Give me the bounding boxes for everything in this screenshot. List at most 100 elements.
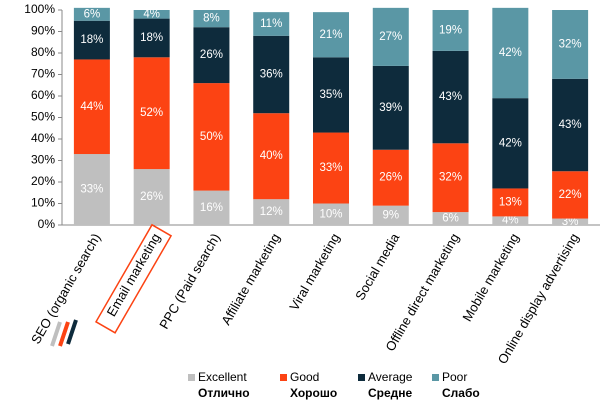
value-label: 32% [439,172,462,184]
value-label: 27% [379,31,402,43]
value-label: 36% [260,69,283,81]
value-label: 9% [382,209,399,221]
value-label: 6% [84,8,101,20]
bar-segment [253,12,290,36]
bar-segment [432,212,469,225]
bar-segment [552,10,589,79]
legend-swatch [280,374,287,381]
bar-segment [432,143,469,213]
value-label: 26% [140,191,163,203]
legend-label: Average [368,370,413,384]
bar-segment [313,12,349,58]
bar-segment [193,27,230,84]
highlight-box [94,223,173,334]
value-label: 42% [499,47,522,59]
value-label: 12% [260,206,283,218]
value-label: 10% [319,208,342,220]
legend-label-ru: Отлично [198,386,250,400]
x-tick-label: Affiliate marketing [218,231,283,328]
y-tick-label: 20% [31,174,55,188]
bar-segment [133,57,170,170]
bar-segment [73,154,110,225]
legend-swatch [188,374,195,381]
value-label: 42% [499,137,522,149]
x-tick-label: PPC (Paid search) [156,231,223,332]
value-label: 26% [379,172,402,184]
value-label: 35% [319,89,342,101]
bar-segment [372,7,409,66]
value-label: 4% [502,215,519,227]
bar-segment [313,57,349,133]
bar-segment [492,216,529,225]
bar-segment [133,18,170,58]
bar-segment [432,10,469,51]
bar-segment [552,218,589,225]
x-tick-label: Email marketing [104,231,164,319]
y-tick-label: 80% [31,45,55,59]
legend-label-ru: Средне [368,386,413,400]
y-tick-label: 70% [31,67,55,81]
value-label: 3% [562,216,579,228]
value-label: 13% [499,196,522,208]
value-label: 52% [140,107,163,119]
bar-segment [193,190,230,225]
value-label: 32% [559,38,582,50]
bar-segment [253,35,290,114]
y-tick-label: 50% [31,110,55,124]
legend-swatch [358,374,365,381]
value-label: 11% [260,18,282,30]
value-label: 50% [200,131,223,143]
y-tick-label: 0% [38,217,56,231]
bar-segment [193,83,230,191]
legend-label-ru: Слабо [442,386,480,400]
value-label: 44% [80,101,103,113]
legend-label: Good [290,370,319,384]
y-tick-label: 40% [31,131,55,145]
value-label: 22% [559,189,582,201]
x-tick-label: Mobile marketing [459,231,521,324]
bar-segment [492,7,529,99]
y-tick-label: 30% [31,153,55,167]
bar-segment [73,59,110,155]
x-tick-label: Social media [352,230,403,303]
alert-icon [50,319,78,347]
value-label: 4% [143,8,160,20]
bar-segment [253,113,290,200]
legend-label: Excellent [198,370,247,384]
bar-segment [313,203,349,225]
y-tick-label: 60% [31,88,55,102]
y-tick-label: 10% [31,196,55,210]
value-label: 18% [80,34,103,46]
bar-segment [73,20,110,60]
value-label: 19% [439,24,462,36]
bar-segment [253,199,290,225]
bar-segment [552,78,589,172]
value-label: 43% [559,119,582,131]
bar-segment [133,10,170,19]
value-label: 33% [319,162,342,174]
bar-segment [552,171,589,219]
bar-segment [73,7,110,21]
bar-segment [372,65,409,150]
bar-segment [313,132,349,204]
bar-segment [372,149,409,206]
bar-segment [133,169,170,225]
value-label: 33% [80,184,103,196]
legend-label: Poor [442,370,467,384]
value-label: 43% [439,91,462,103]
value-label: 39% [379,102,402,114]
y-tick-label: 100% [24,2,55,16]
bar-segment [193,10,230,28]
legend-label-ru: Хорошо [290,386,337,400]
value-label: 40% [260,150,283,162]
y-tick-label: 90% [31,24,55,38]
value-label: 16% [200,202,223,214]
bar-segment [432,50,469,144]
value-label: 26% [200,49,223,61]
value-label: 18% [140,32,163,44]
legend-swatch [432,374,439,381]
value-label: 21% [319,29,342,41]
bar-segment [492,188,529,217]
